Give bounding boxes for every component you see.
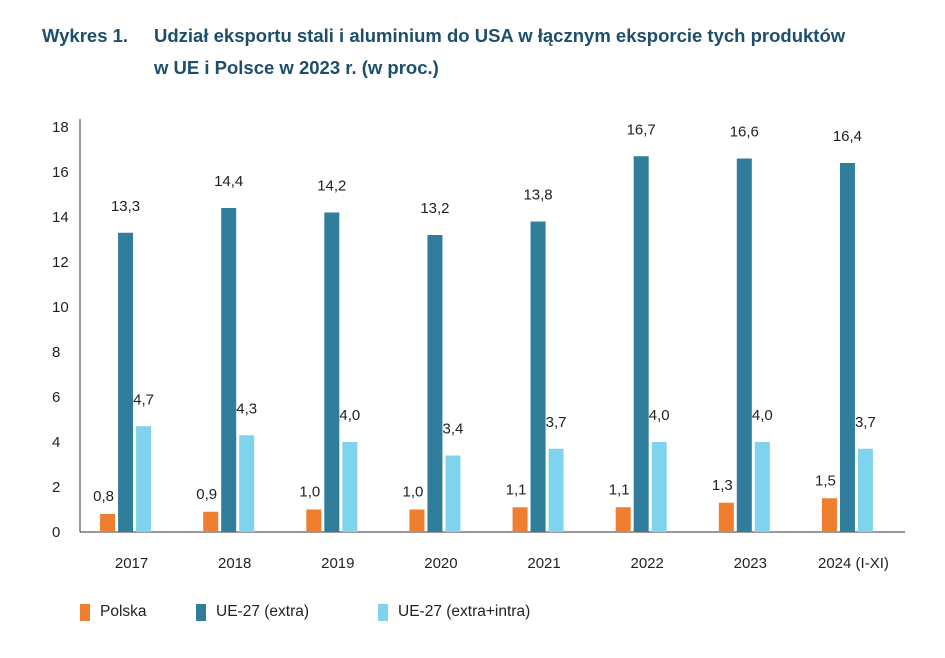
bar-polska (512, 507, 528, 532)
data-label: 4,0 (752, 407, 773, 424)
bar-ue-27-extra-intra (342, 442, 358, 532)
legend-label-ue27-extra: UE-27 (extra) (216, 603, 310, 620)
x-tick-label: 2021 (527, 555, 560, 572)
x-tick-label: 2020 (424, 555, 457, 572)
bar-ue-27-extra (118, 232, 134, 532)
bar-ue-27-extra (221, 208, 237, 532)
data-label: 1,0 (403, 484, 424, 501)
data-label: 4,0 (339, 407, 360, 424)
y-tick-label: 12 (52, 254, 69, 271)
bar-ue-27-extra-intra (651, 442, 667, 532)
data-label: 13,3 (111, 198, 140, 215)
legend-label-polska: Polska (100, 603, 147, 620)
bar-ue-27-extra-intra (548, 448, 564, 532)
legend-item-ue27-extra: UE-27 (extra) (196, 603, 309, 621)
bar-polska (100, 514, 116, 532)
data-label: 1,3 (712, 477, 733, 494)
bar-polska (718, 502, 734, 532)
data-label: 16,6 (730, 124, 759, 141)
legend-item-ue27-extra-intra: UE-27 (extra+intra) (378, 603, 530, 621)
bar-polska (409, 509, 425, 532)
data-label: 4,3 (236, 400, 257, 417)
data-label: 1,1 (609, 481, 630, 498)
x-tick-label: 2018 (218, 555, 251, 572)
figure-label: Wykres 1. (42, 25, 129, 46)
bar-ue-27-extra-intra (754, 442, 770, 532)
y-tick-label: 10 (52, 299, 69, 316)
bar-polska (821, 498, 837, 532)
data-label: 14,2 (317, 178, 346, 195)
bar-ue-27-extra (427, 235, 443, 532)
y-tick-label: 6 (52, 389, 60, 406)
bar-polska (615, 507, 631, 532)
y-tick-label: 16 (52, 164, 69, 181)
y-tick-label: 0 (52, 524, 60, 541)
bar-chart: 0 2 4 6 8 10 12 14 16 18 2017 0,8 13,3 4,7 2018 0,9 14,4… (52, 119, 905, 572)
title-line-2: w UE i Polsce w 2023 r. (w proc.) (154, 57, 439, 78)
bar-polska (203, 511, 219, 532)
x-tick-label: 2024 (I-XI) (818, 555, 889, 572)
data-label: 16,4 (833, 128, 862, 145)
y-tick-label: 2 (52, 479, 60, 496)
data-label: 16,7 (627, 121, 656, 138)
data-label: 3,4 (443, 421, 464, 438)
y-tick-label: 18 (52, 119, 69, 136)
y-tick-label: 4 (52, 434, 60, 451)
bar-ue-27-extra (839, 163, 855, 532)
data-label: 0,9 (196, 486, 217, 503)
data-label: 14,4 (214, 173, 243, 190)
data-label: 3,7 (546, 414, 567, 431)
data-label: 1,1 (506, 481, 527, 498)
bar-ue-27-extra (324, 212, 340, 532)
bar-ue-27-extra-intra (239, 435, 255, 532)
x-tick-label: 2017 (115, 555, 148, 572)
y-tick-label: 14 (52, 209, 69, 226)
legend-swatch-polska (80, 603, 90, 621)
legend-swatch-ue27-extra-intra (378, 603, 388, 621)
legend-label-ue27-extra-intra: UE-27 (extra+intra) (398, 603, 531, 620)
data-label: 13,8 (523, 187, 552, 204)
x-tick-label: 2023 (734, 555, 767, 572)
y-tick-label: 8 (52, 344, 60, 361)
legend-swatch-ue27-extra (196, 603, 206, 621)
bar-ue-27-extra (530, 221, 546, 532)
bar-ue-27-extra-intra (857, 448, 873, 532)
legend-item-polska: Polska (80, 603, 147, 621)
title-line-1: Udział eksportu stali i aluminium do USA… (154, 25, 846, 46)
data-label: 1,0 (299, 484, 320, 501)
data-label: 3,7 (855, 414, 876, 431)
data-label: 1,5 (815, 472, 836, 489)
data-label: 13,2 (420, 200, 449, 217)
bar-ue-27-extra (633, 156, 649, 532)
x-tick-label: 2019 (321, 555, 354, 572)
x-tick-label: 2022 (631, 555, 664, 572)
data-label: 4,0 (649, 407, 670, 424)
data-label: 0,8 (93, 488, 114, 505)
bar-ue-27-extra (736, 158, 752, 532)
data-label: 4,7 (133, 391, 154, 408)
bar-ue-27-extra-intra (136, 426, 152, 532)
bar-ue-27-extra-intra (445, 455, 461, 532)
bar-polska (306, 509, 322, 532)
